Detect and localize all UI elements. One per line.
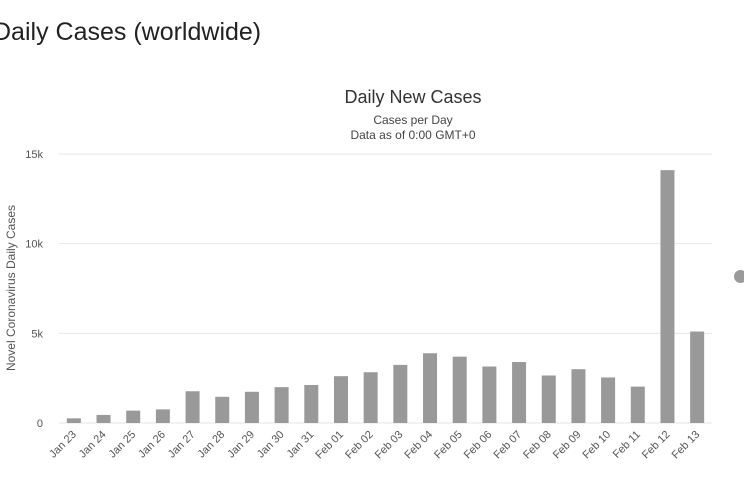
y-tick-label: 10k [25, 239, 43, 251]
x-tick-label: Feb 08 [521, 429, 554, 462]
bar [155, 409, 170, 423]
chart-title: Daily New Cases [344, 87, 481, 107]
bar [660, 170, 675, 423]
bar [215, 396, 230, 423]
bar [126, 410, 141, 423]
x-tick-label: Feb 04 [402, 429, 435, 462]
y-axis-ticks: 0 5k 10k 15k [25, 149, 43, 430]
bar [541, 375, 556, 423]
page-heading: Daily Cases (worldwide) [0, 18, 262, 46]
x-tick-label: Feb 06 [462, 429, 495, 462]
x-tick-label: Feb 07 [491, 429, 524, 462]
bar [244, 391, 259, 423]
y-tick-label: 0 [37, 418, 43, 430]
x-tick-label: Feb 01 [313, 429, 346, 462]
y-axis-label: Novel Coronavirus Daily Cases [4, 205, 18, 371]
x-tick-label: Feb 11 [611, 429, 643, 461]
x-tick-label: Jan 24 [77, 429, 109, 461]
x-tick-label: Jan 29 [225, 429, 257, 461]
bars [66, 170, 705, 423]
x-tick-label: Feb 02 [343, 429, 376, 462]
x-tick-label: Feb 10 [581, 429, 614, 462]
chart-subtitle-line-2: Data as of 0:00 GMT+0 [350, 128, 475, 142]
x-tick-label: Feb 05 [432, 429, 465, 462]
bar [363, 372, 378, 423]
bar [512, 362, 527, 423]
bar [96, 414, 111, 423]
x-tick-label: Jan 28 [196, 429, 228, 461]
bar [66, 418, 81, 423]
x-tick-label: Feb 12 [640, 429, 673, 462]
bar [393, 364, 408, 423]
bar [571, 369, 586, 423]
x-tick-label: Feb 09 [551, 429, 584, 462]
x-tick-label: Jan 25 [106, 429, 138, 461]
bar [274, 387, 289, 423]
bar [333, 376, 348, 423]
bar [452, 356, 467, 423]
bar [482, 366, 497, 423]
x-tick-label: Jan 30 [255, 429, 287, 461]
y-tick-label: 5k [31, 328, 43, 340]
bar [304, 384, 319, 423]
x-tick-label: Jan 27 [166, 429, 198, 461]
side-handle-dot[interactable] [734, 270, 744, 283]
bar [690, 331, 705, 423]
x-tick-label: Jan 31 [285, 429, 317, 461]
bar [423, 353, 438, 423]
chart-subtitle-line-1: Cases per Day [373, 113, 452, 127]
bar [630, 386, 645, 423]
bar [185, 391, 200, 423]
x-tick-label: Jan 23 [47, 429, 79, 461]
x-tick-label: Feb 13 [670, 429, 703, 462]
bar [601, 377, 616, 423]
x-tick-label: Feb 03 [373, 429, 406, 462]
y-tick-label: 15k [25, 149, 43, 161]
x-tick-label: Jan 26 [136, 429, 168, 461]
